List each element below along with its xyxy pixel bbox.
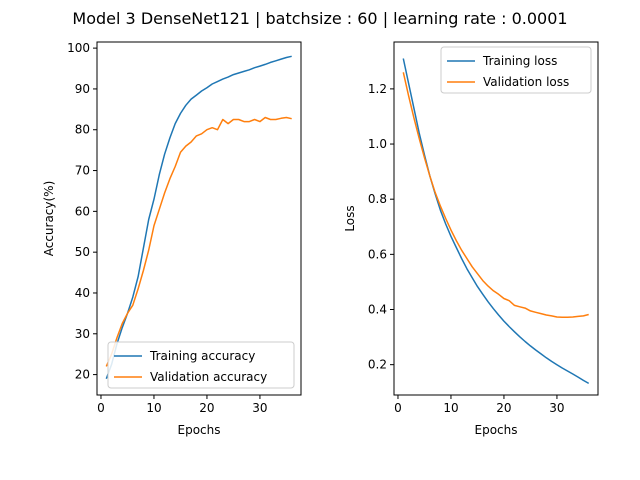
figure-title: Model 3 DenseNet121 | batchsize : 60 | l… [72,9,567,28]
y-tick-label: 20 [75,368,90,382]
legend-box [107,341,295,389]
y-tick-label: 100 [67,41,90,55]
x-axis-label: Epochs [178,423,221,437]
y-tick-label: 90 [75,82,90,96]
y-axis-label: Loss [343,205,357,231]
y-tick-label: 70 [75,164,90,178]
series-line [105,55,292,379]
y-tick-label: 0.4 [368,303,387,317]
y-tick-label: 60 [75,204,90,218]
x-axis-label: Epochs [475,423,518,437]
series-line [402,72,589,318]
legend-box [440,46,592,94]
x-tick-label: 20 [496,401,511,415]
x-tick-label: 20 [199,401,214,415]
x-tick-label: 10 [443,401,458,415]
y-tick-label: 40 [75,286,90,300]
legend-label: Training loss [482,54,557,68]
y-tick-label: 0.6 [368,247,387,261]
y-tick-label: 0.2 [368,358,387,372]
accuracy-chart: 0 10 20 30 20 30 40 50 60 70 80 90 100 Epochs Accuracy… [42,41,302,437]
legend-label: Validation loss [483,75,569,89]
y-tick-label: 80 [75,123,90,137]
y-tick-label: 0.8 [368,192,387,206]
y-tick-label: 1.0 [368,137,387,151]
x-tick-label: 10 [146,401,161,415]
x-tick-label: 0 [97,401,105,415]
legend-label: Validation accuracy [150,370,267,384]
y-axis-label: Accuracy(%) [42,181,56,257]
legend-label: Training accuracy [149,349,255,363]
x-tick-label: 30 [252,401,267,415]
series-line [105,116,292,367]
x-tick-label: 0 [394,401,402,415]
loss-chart: 0 10 20 30 0.2 0.4 0.6 0.8 1.0 1.2 Epochs Loss Train… [343,41,599,437]
x-tick-label: 30 [549,401,564,415]
axes-frame [393,41,599,396]
y-tick-label: 50 [75,245,90,259]
series-line [402,58,590,385]
y-tick-label: 30 [75,327,90,341]
y-tick-label: 1.2 [368,82,387,96]
axes-frame [96,41,302,396]
